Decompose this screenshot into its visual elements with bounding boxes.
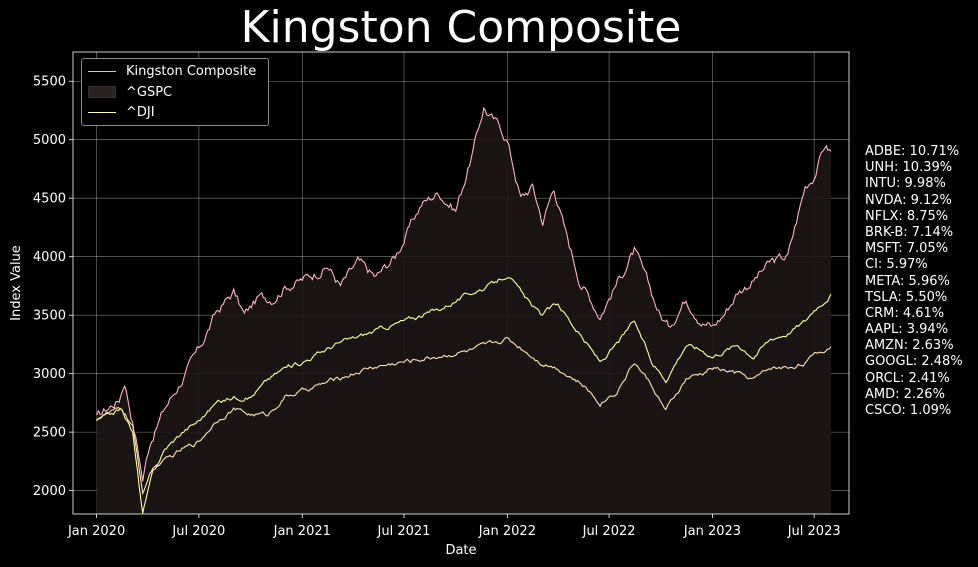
legend-swatch-dji (88, 111, 116, 113)
series-area-gspc (96, 337, 832, 514)
weight-item: NVDA: 9.12% (865, 192, 952, 208)
weight-item: INTU: 9.98% (865, 176, 946, 192)
y-tick-label: 4500 (33, 192, 66, 207)
weight-item: UNH: 10.39% (865, 160, 953, 176)
y-tick-label: 5500 (33, 75, 66, 90)
y-tick-label: 3000 (33, 367, 66, 382)
x-tick-label: Jul 2023 (787, 524, 841, 539)
series-line-kingston (96, 106, 832, 482)
series-line-dji (96, 277, 832, 514)
legend-item-dji: ^DJI (88, 102, 155, 122)
weight-item: ADBE: 10.71% (865, 144, 960, 159)
weight-item: META: 5.96% (865, 273, 950, 289)
y-tick-label: 3500 (33, 309, 66, 324)
legend-item-kingston: Kingston Composite (88, 61, 256, 81)
chart-title: Kingston Composite (240, 2, 682, 53)
y-axis-label: Index Value (9, 245, 24, 321)
y-tick-label: 2500 (33, 426, 66, 441)
series-line-gspc (96, 336, 832, 496)
legend-item-gspc: ^GSPC (88, 82, 172, 102)
x-tick-label: Jul 2020 (171, 524, 225, 539)
weight-item: AMD: 2.26% (865, 386, 945, 402)
x-tick-label: Jul 2021 (377, 524, 431, 539)
x-tick-label: Jan 2022 (478, 524, 536, 539)
legend-label-kingston: Kingston Composite (126, 63, 257, 79)
weight-item: AAPL: 3.94% (865, 322, 949, 338)
weight-item: ORCL: 2.41% (865, 370, 950, 386)
axes-frame (72, 51, 850, 515)
x-axis-label: Date (445, 543, 476, 558)
weight-item: GOOGL: 2.48% (865, 354, 963, 370)
legend-label-dji: ^DJI (126, 104, 155, 120)
x-tick-label: Jan 2020 (67, 524, 125, 539)
weight-item: MSFT: 7.05% (865, 241, 949, 257)
legend: Kingston Composite ^GSPC ^DJI (81, 58, 269, 126)
x-tick-label: Jan 2023 (683, 524, 741, 539)
legend-swatch-gspc (88, 86, 116, 98)
weights-annotation: ADBE: 10.71% UNH: 10.39% INTU: 9.98% NVDA: … (865, 144, 963, 419)
weight-item: CRM: 4.61% (865, 305, 945, 321)
x-tick-label: Jul 2022 (582, 524, 636, 539)
weight-item: BRK-B: 7.14% (865, 224, 954, 240)
x-tick-label: Jan 2021 (273, 524, 331, 539)
weight-item: CI: 5.97% (865, 257, 928, 273)
weight-item: AMZN: 2.63% (865, 338, 954, 354)
weight-item: CSCO: 1.09% (865, 403, 952, 418)
weight-item: TSLA: 5.50% (865, 289, 948, 305)
legend-swatch-kingston (88, 70, 116, 72)
weight-item: NFLX: 8.75% (865, 208, 949, 224)
y-tick-label: 2000 (33, 484, 66, 499)
y-tick-label: 4000 (33, 250, 66, 265)
y-tick-label: 5000 (33, 133, 66, 148)
legend-label-gspc: ^GSPC (126, 84, 173, 100)
